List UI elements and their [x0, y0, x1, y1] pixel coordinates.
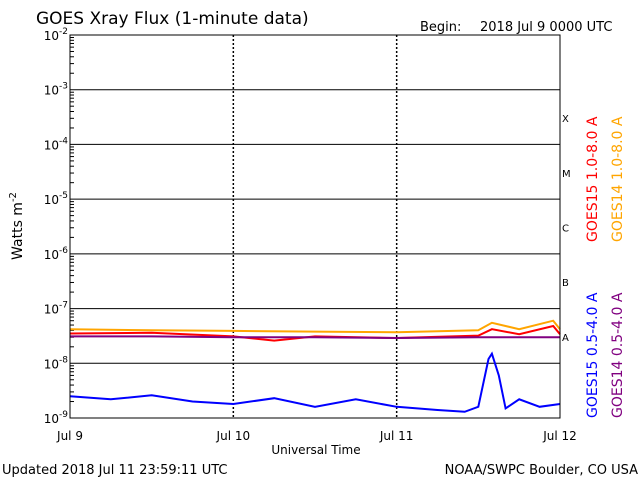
y-axis-label-exponent: -2: [8, 192, 19, 202]
x-axis-label: Universal Time: [271, 443, 360, 457]
series-layer: [69, 319, 561, 413]
x-tick-label: Jul 10: [216, 429, 251, 443]
flare-class-label: B: [562, 278, 569, 289]
x-tick-label: Jul 9: [56, 429, 83, 443]
y-tick-label: 10-2: [44, 27, 68, 43]
x-tick-label: Jul 11: [379, 429, 414, 443]
credit-text: NOAA/SWPC Boulder, CO USA: [445, 463, 638, 478]
flare-class-label: A: [562, 333, 569, 344]
x-tick-labels: Jul 9 Jul 10 Jul 11 Jul 12: [56, 429, 577, 443]
y-axis-label-text: Watts m: [10, 202, 26, 260]
series-line: [69, 351, 561, 413]
y-axis-label: Watts m-2: [8, 192, 26, 260]
legend-goes15-long: GOES15 1.0-8.0 A: [585, 116, 601, 242]
legend-goes14-short: GOES14 0.5-4.0 A: [610, 292, 626, 418]
legend-goes14-long: GOES14 1.0-8.0 A: [610, 116, 626, 242]
y-tick-label: 10-3: [44, 82, 68, 98]
x-tick-label: Jul 12: [542, 429, 577, 443]
plot-frame: [69, 34, 561, 419]
y-tick-label: 10-8: [44, 355, 69, 371]
updated-timestamp: Updated 2018 Jul 11 23:59:11 UTC: [2, 463, 227, 478]
y-tick-label: 10-5: [44, 191, 68, 207]
flare-class-label: X: [562, 114, 569, 125]
y-tick-label: 10-7: [44, 301, 68, 317]
series-line: [69, 324, 561, 342]
flare-class-labels: A B C M X: [562, 114, 571, 344]
chart-title: GOES Xray Flux (1-minute data): [36, 9, 309, 29]
series-line: [69, 319, 561, 334]
y-tick-label: 10-4: [44, 136, 69, 152]
series-line: [70, 335, 560, 340]
y-tick-label: 10-9: [44, 410, 69, 426]
begin-label: Begin:: [420, 20, 461, 35]
y-tick-label: 10-6: [44, 246, 69, 262]
grid: [70, 35, 560, 418]
legend-goes15-short: GOES15 0.5-4.0 A: [585, 292, 601, 418]
flare-class-label: M: [562, 169, 571, 180]
y-tick-labels: 10-9 10-8 10-7 10-6 10-5 10-4 10-3 10-2: [44, 27, 69, 426]
flare-class-label: C: [562, 224, 569, 235]
begin-value: 2018 Jul 9 0000 UTC: [480, 20, 612, 35]
